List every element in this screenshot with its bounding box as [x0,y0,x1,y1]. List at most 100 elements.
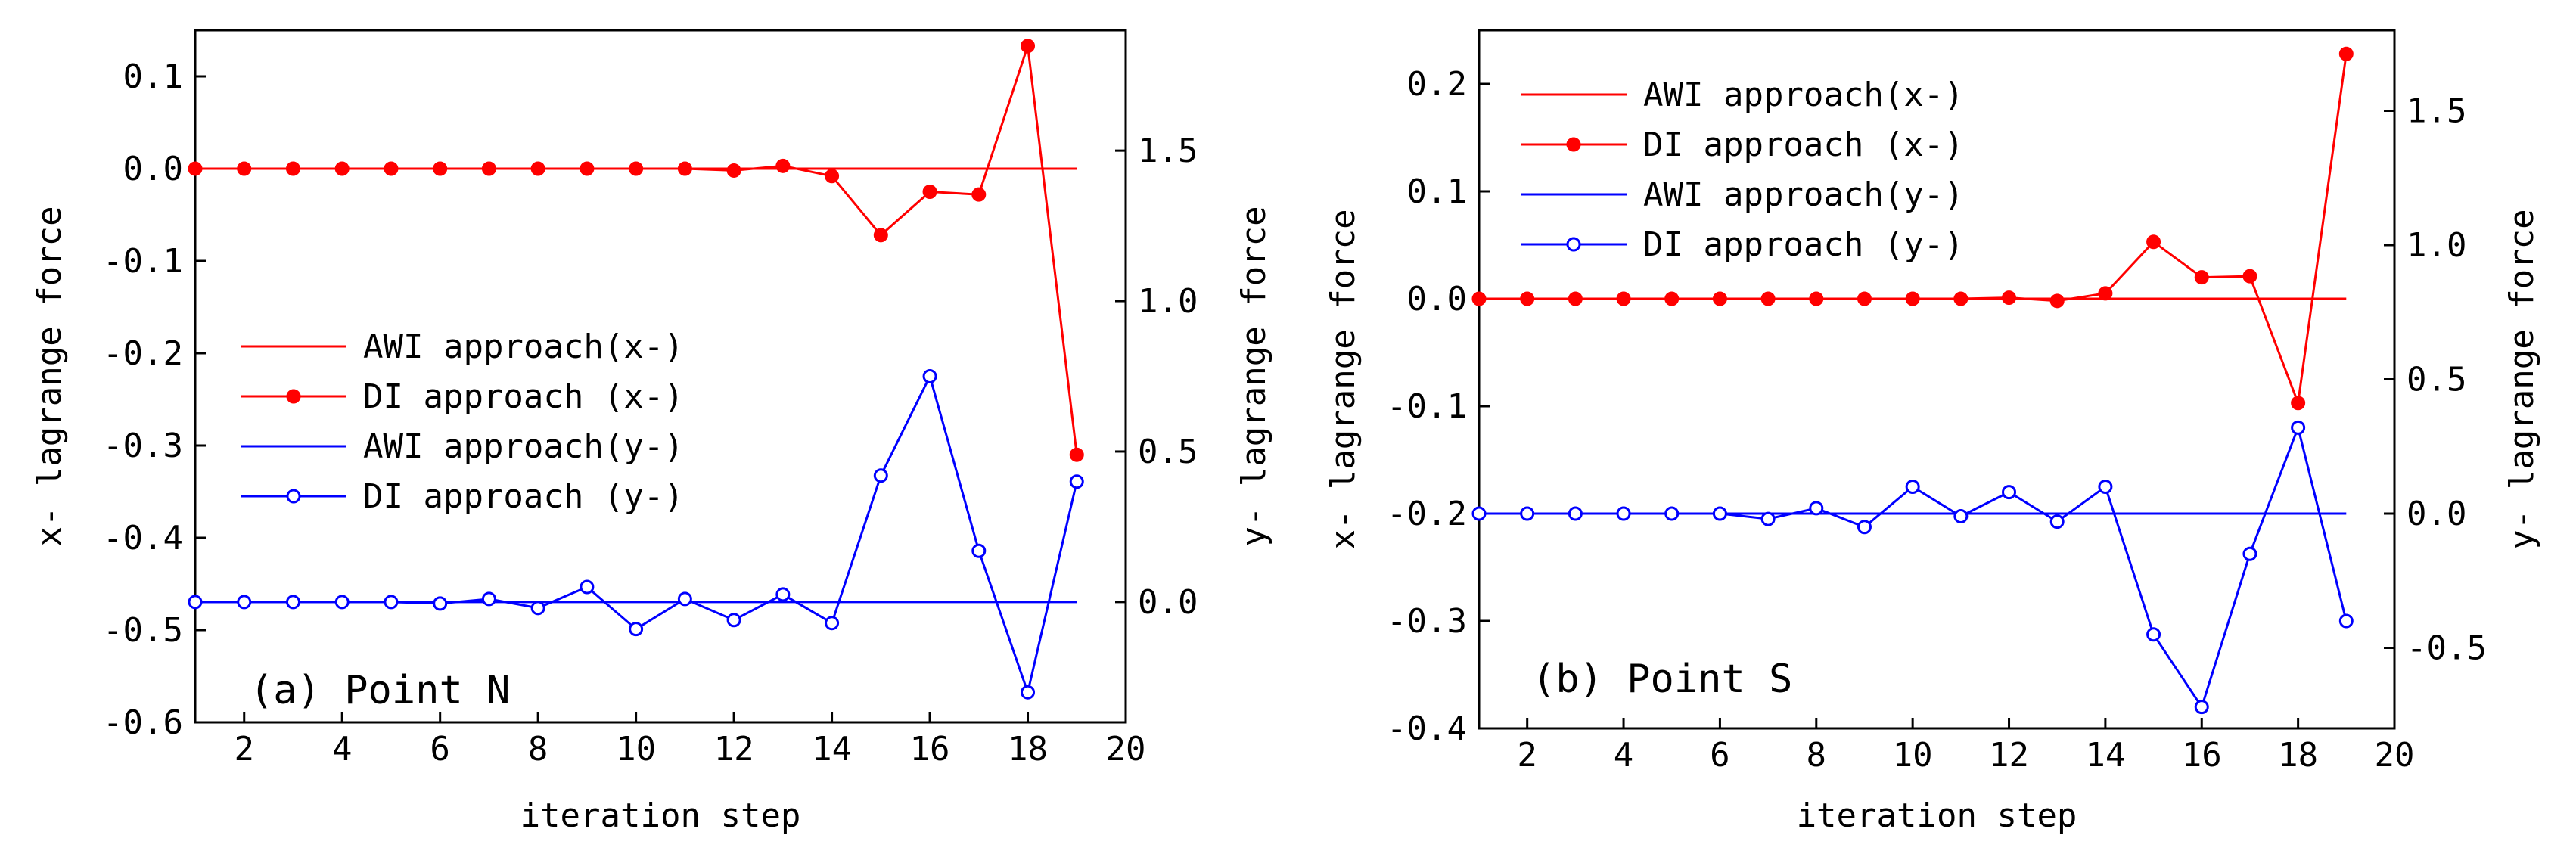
data-point [1760,291,1776,306]
data-point [2242,546,2257,561]
data-point [629,161,644,176]
legend-label: AWI approach(y-) [363,427,684,466]
series-1 [188,39,1084,462]
y-right-axis-label: y- lagrange force [1235,206,1273,546]
legend-label: DI approach (y-) [363,477,684,516]
x-tick-label: 12 [1989,736,2029,775]
data-point [2194,270,2209,285]
x-tick-label: 10 [616,730,656,768]
y-left-tick-label: -0.2 [1387,495,1467,533]
legend-label: DI approach (x-) [363,377,684,416]
data-point [1568,506,1583,521]
data-point [580,579,595,595]
data-point [1021,39,1036,54]
y-left-tick-label: -0.2 [103,334,183,373]
data-point [2049,293,2065,309]
plot-frame [194,29,1127,724]
data-point [922,369,937,383]
data-point [1712,291,1727,306]
data-point [1712,506,1727,521]
y-left-tick-label: 0.1 [1407,172,1467,211]
chart-panel-b: 2 4 6 8 10 12 14 16 18 20 0.2 0.1 0.0 -0.1 -0.2 -0.3 -0.… [1324,29,2541,835]
data-point [334,161,350,176]
y-left-tick-label: 0.2 [1407,65,1467,104]
data-point [825,616,840,631]
series-line [195,373,1078,697]
y-left-tick-label: -0.4 [1387,709,1467,748]
data-point [629,622,644,637]
data-point [1760,511,1776,526]
y-right-tick-label: -0.5 [2407,629,2487,668]
data-point [188,595,203,610]
data-point [1809,291,1824,306]
legend-swatch-marker [1566,137,1581,152]
x-tick-label: 8 [1807,736,1827,775]
data-point [1809,501,1824,516]
x-tick-label: 4 [1614,736,1634,775]
data-point [2242,269,2257,284]
data-point [2002,485,2017,500]
data-point [971,543,987,558]
data-point [2098,286,2113,301]
chart-panel-a: 2 4 6 8 10 12 14 16 18 20 0.1 0.0 -0.1 -0.2 -0.3 -0.4 -0… [30,29,1273,835]
y-left-tick-label: -0.4 [103,519,183,557]
y-left-tick-label: -0.1 [1387,387,1467,426]
y-left-tick-label: -0.3 [1387,602,1467,641]
data-point [922,185,937,199]
data-point [1021,685,1036,700]
y-left-tick-label: 0.1 [123,57,183,96]
y-left-tick-label: -0.3 [103,427,183,465]
data-point [1069,474,1084,489]
data-point [1664,291,1680,306]
legend-swatch-marker [1566,237,1581,252]
x-axis-label: iteration step [1797,796,2077,835]
y-right-tick-label: 0.0 [1138,583,1198,622]
data-point [530,161,545,176]
series-3 [188,369,1084,700]
x-tick-label: 6 [1710,736,1730,775]
data-point [1616,291,1631,306]
x-tick-label: 12 [714,730,754,768]
legend: AWI approach(x-) DI approach (x-) AWI appr… [1521,76,1964,264]
data-point [873,228,888,243]
data-point [334,595,350,610]
x-tick-label: 18 [2278,736,2318,775]
legend-label: AWI approach(x-) [1643,76,1964,114]
data-point [775,158,791,173]
x-tick-label: 6 [430,730,450,768]
y-right-tick-label: 1.5 [2407,92,2466,131]
data-point [2194,700,2209,715]
y-left-tick-label: -0.5 [103,611,183,650]
data-point [1857,291,1872,306]
data-point [1568,291,1583,306]
y-left-tick-label: 0.0 [123,150,183,188]
data-point [775,587,791,602]
data-point [530,601,545,616]
data-point [726,163,741,178]
data-point [2291,396,2306,411]
data-point [1905,291,1920,306]
data-point [2291,420,2306,435]
data-point [1471,291,1487,306]
y-right-tick-label: 0.5 [2407,361,2466,399]
data-point [1520,291,1535,306]
series-3 [1471,420,2354,715]
data-point [1616,506,1631,521]
data-point [677,591,692,607]
x-tick-label: 14 [2085,736,2125,775]
legend-label: DI approach (y-) [1643,225,1964,264]
data-point [873,468,888,483]
data-point [481,591,496,607]
data-point [481,161,496,176]
x-tick-label: 14 [812,730,852,768]
data-point [1953,509,1969,524]
data-point [1471,506,1487,521]
y-left-axis-label: x- lagrange force [30,206,69,546]
data-point [1520,506,1535,521]
x-tick-label: 20 [2375,736,2415,775]
data-point [1905,480,1920,494]
x-tick-label: 2 [234,730,254,768]
x-tick-label: 10 [1893,736,1933,775]
x-tick-label: 16 [2182,736,2222,775]
x-tick-label: 8 [528,730,548,768]
